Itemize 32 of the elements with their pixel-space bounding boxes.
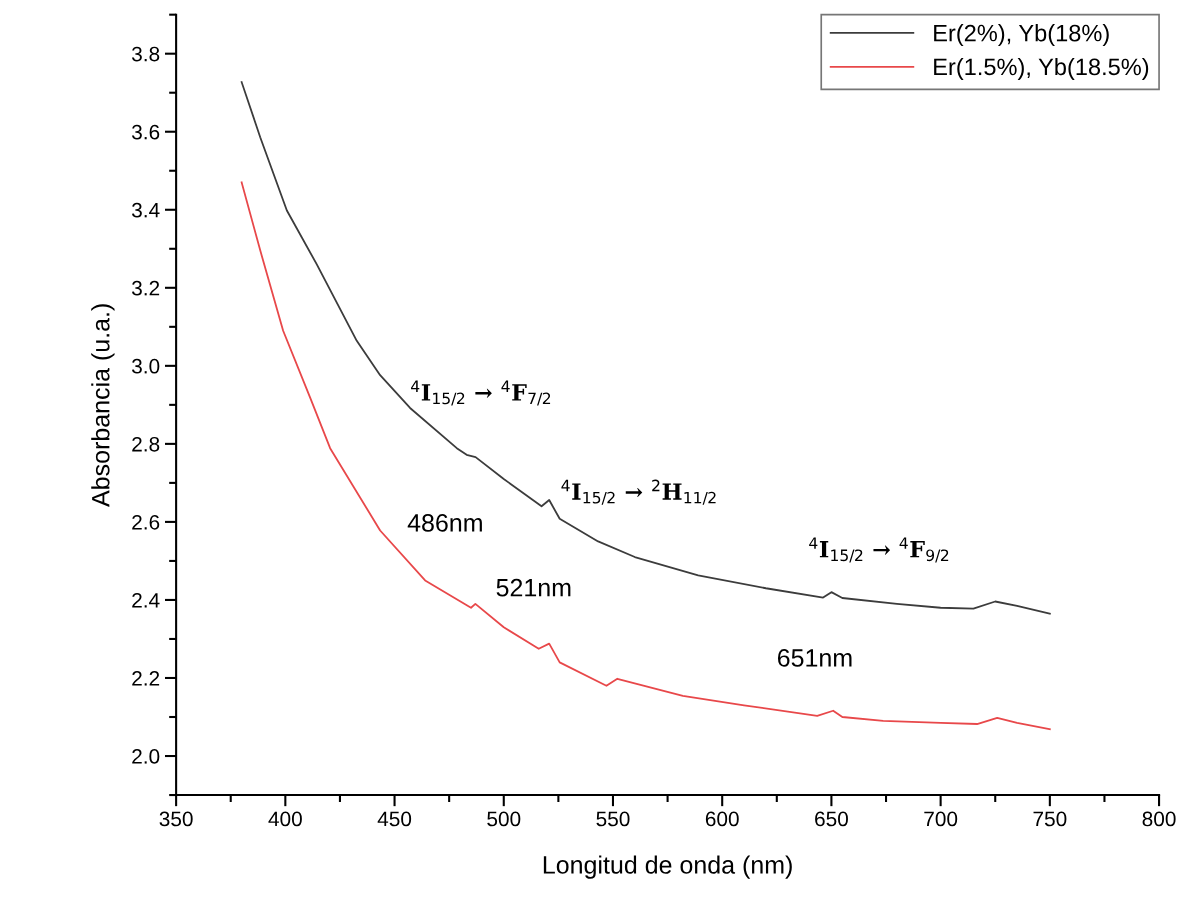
annotation: $^{4}$I$_{15/2}$ → $^{4}$F$_{9/2}$ <box>809 537 949 563</box>
text: 2.0 <box>132 749 160 764</box>
y-axis-title: Absorbancia (u.a.) <box>91 304 115 507</box>
x-tick-label: 800 <box>1142 811 1176 827</box>
annotation: $^{4}$I$_{15/2}$ → $^{4}$F$_{7/2}$ <box>411 380 551 406</box>
line-series <box>240 181 1051 731</box>
x-tick-label: 400 <box>268 811 302 827</box>
y-tick-label: 3.6 <box>131 124 160 140</box>
legend-label: Er(1.5%), Yb(18.5%) <box>934 57 1149 80</box>
annotation: 486nm <box>407 514 482 532</box>
y-tick-label: 3.2 <box>131 280 160 296</box>
x-axis-title: Longitud de onda (nm) <box>543 855 792 879</box>
y-tick-label: 2.4 <box>132 592 160 608</box>
x-tick-label: 350 <box>159 811 193 827</box>
y-tick-label: 2.2 <box>132 670 160 686</box>
x-tick-label: 600 <box>705 811 739 827</box>
annotation: $^{4}$I$_{15/2}$ → $^{2}$H$_{11/2}$ <box>561 479 716 505</box>
legend-label: Er(2%), Yb(18%) <box>934 24 1109 47</box>
x-tick-label: 550 <box>596 811 630 827</box>
x-tick-label: 500 <box>487 811 521 827</box>
x-tick-label: 750 <box>1033 811 1067 827</box>
x-tick-label: 650 <box>815 811 848 827</box>
y-tick-label: 3.8 <box>131 46 160 62</box>
y-tick-label: 3.4 <box>131 202 160 218</box>
annotation: 651nm <box>777 649 852 667</box>
y-tick-label: 2.6 <box>132 514 160 530</box>
x-tick-label: 700 <box>924 811 958 827</box>
y-tick-label: 2.8 <box>132 436 160 452</box>
y-tick-label: 3.0 <box>131 358 160 374</box>
x-tick-label: 450 <box>377 811 412 827</box>
line-series <box>240 81 1051 615</box>
annotation: 521nm <box>496 578 571 597</box>
